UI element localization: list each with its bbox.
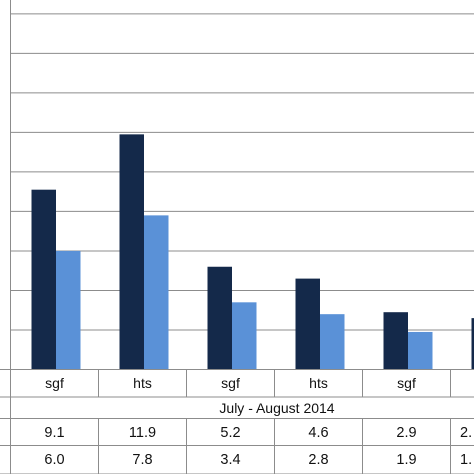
bar (119, 134, 144, 370)
bar (295, 278, 320, 370)
category-axis: sgf hts sgf hts sgf July - August 2014 (10, 369, 451, 416)
bar (56, 250, 81, 370)
table-cell: 4.6 (308, 425, 328, 441)
group-label: July - August 2014 (219, 400, 334, 416)
table-cell: 9.1 (44, 425, 64, 441)
bar (144, 215, 169, 370)
table-cell: 2.9 (396, 425, 416, 441)
bar (31, 189, 56, 370)
table-cell: 7.8 (132, 452, 152, 468)
table-cell: 1. (460, 452, 472, 468)
category-label: hts (309, 375, 328, 391)
table-cell: 3.4 (220, 452, 240, 468)
bar (383, 312, 408, 370)
bar (471, 318, 474, 370)
data-table: 9.1 11.9 5.2 4.6 2.9 2. 6.0 7.8 3.4 2.8 1.9 1. (0, 369, 474, 474)
bar (207, 266, 232, 370)
table-cell: 5.2 (220, 425, 240, 441)
table-cell: 2. (460, 425, 472, 441)
table-cell: 6.0 (44, 452, 64, 468)
category-label: sgf (397, 375, 416, 391)
bar (232, 302, 257, 370)
category-label: sgf (45, 375, 64, 391)
table-cell: 11.9 (129, 425, 156, 441)
bar (408, 331, 433, 370)
table-cell: 2.8 (308, 452, 328, 468)
category-label: hts (133, 375, 152, 391)
bar (320, 314, 345, 370)
table-cell: 1.9 (396, 452, 416, 468)
category-label: sgf (221, 375, 240, 391)
bars (31, 134, 474, 370)
